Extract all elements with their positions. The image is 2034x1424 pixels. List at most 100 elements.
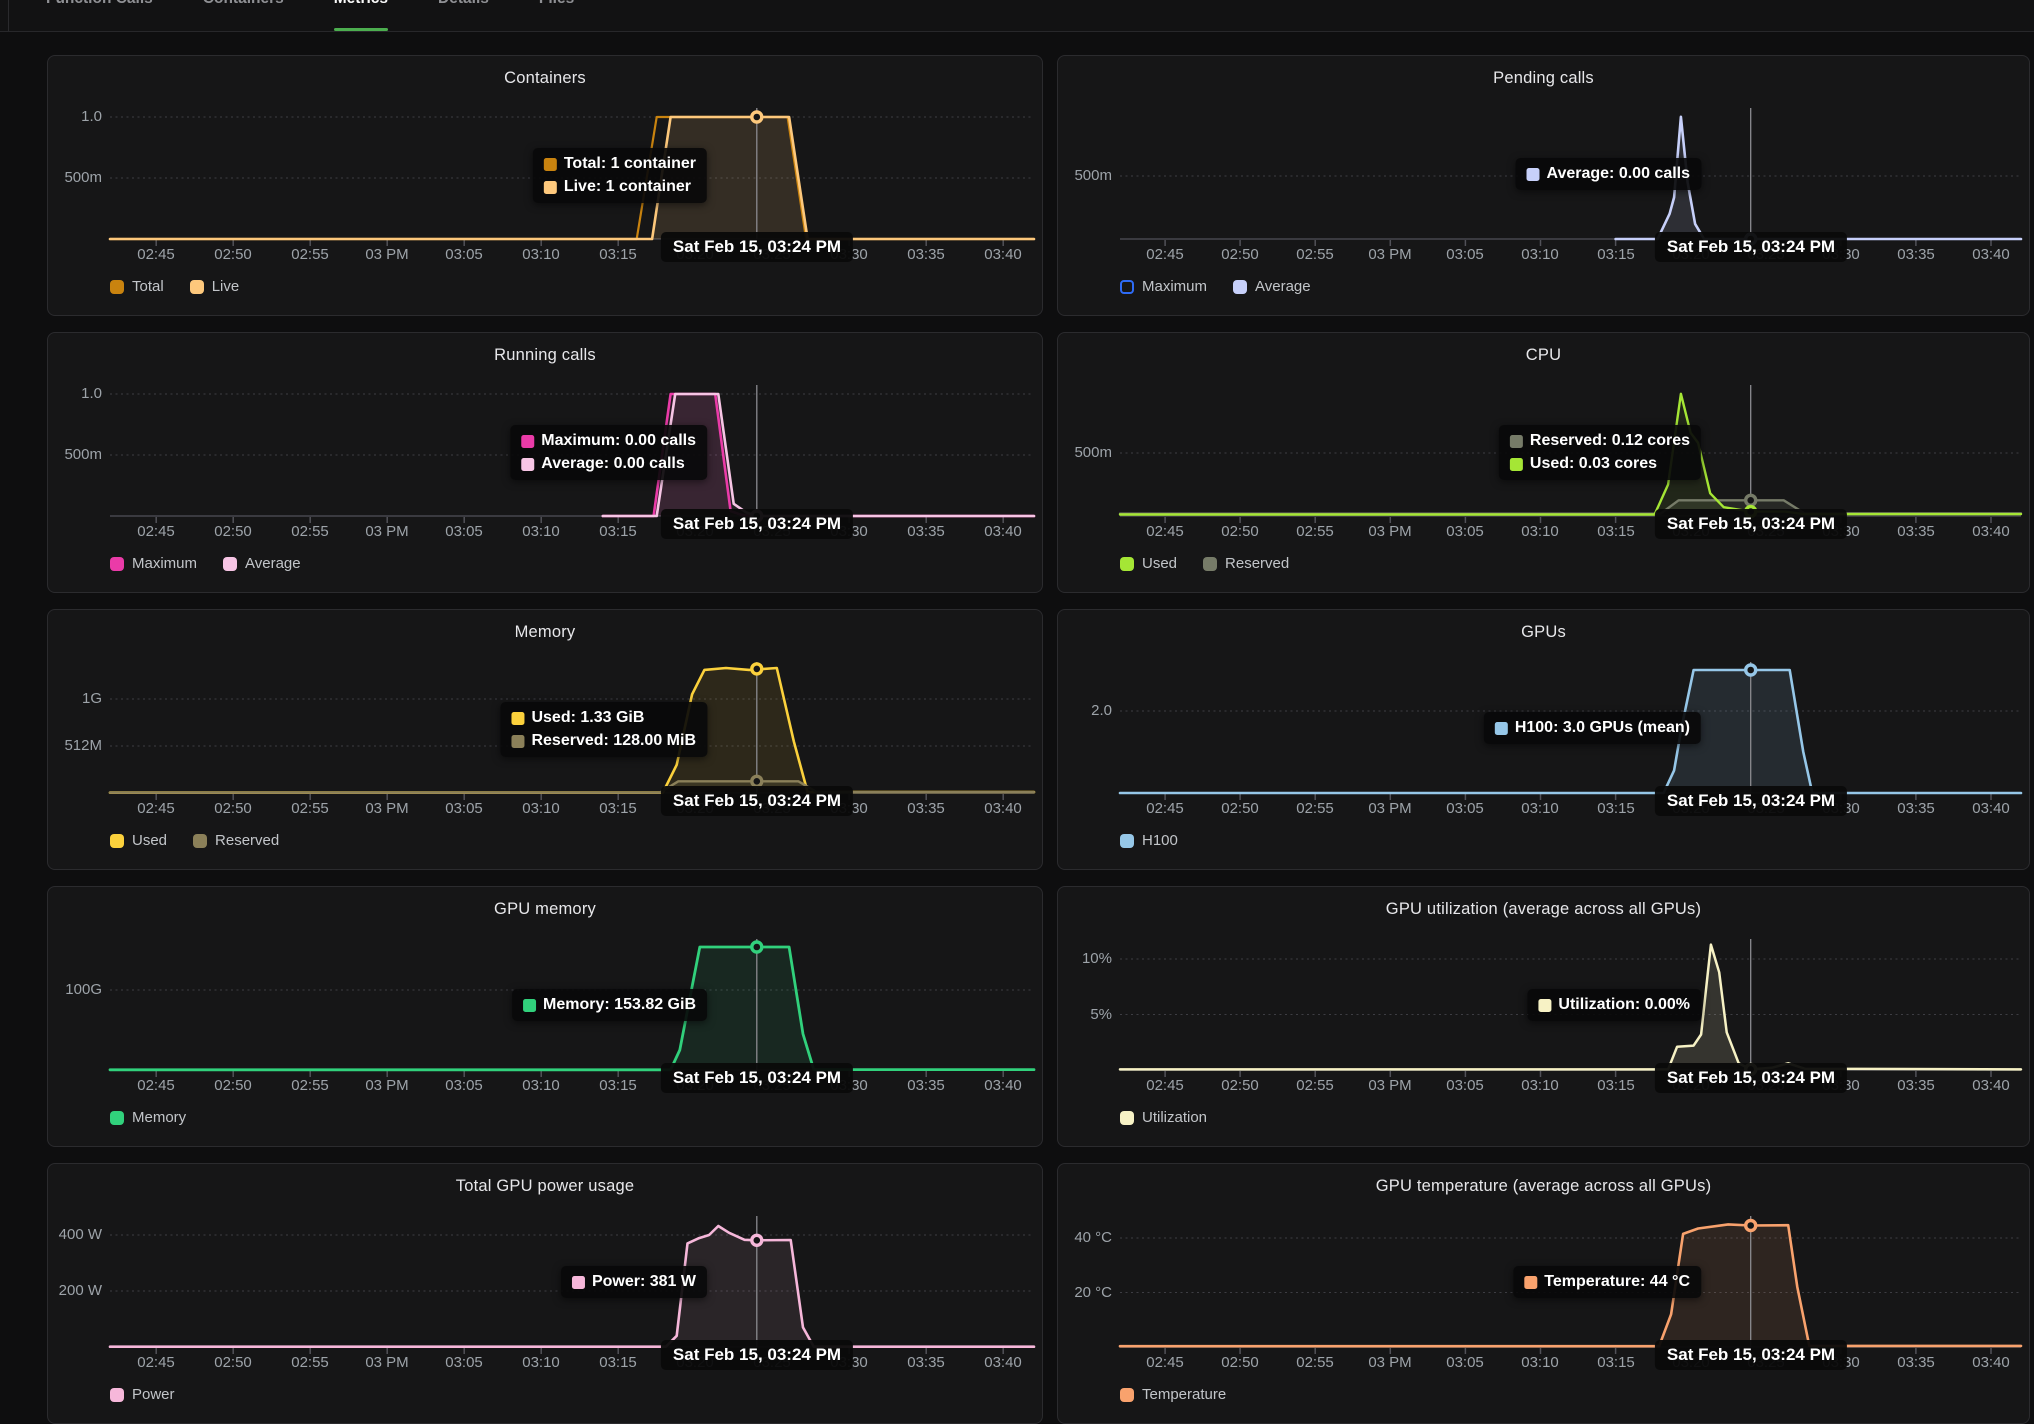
legend-item-reserved[interactable]: Reserved	[1203, 555, 1289, 572]
legend-label: Memory	[132, 1109, 187, 1126]
legend-swatch	[1120, 556, 1134, 571]
tab-containers[interactable]: Containers	[203, 0, 284, 31]
x-axis-label: 02:50	[1221, 1077, 1259, 1094]
x-axis-label: 03 PM	[1368, 1077, 1412, 1094]
x-axis-label: 03:15	[1597, 1354, 1635, 1371]
value-tooltip: Reserved: 0.12 cores Used: 0.03 cores	[1498, 425, 1701, 480]
value-tooltip: Temperature: 44 °C	[1513, 1266, 1701, 1298]
chart-card-running-calls: Running calls 1.0 500m 02:45 02:50 02:55 03 PM…	[47, 332, 1043, 593]
x-axis-label: 03:40	[984, 800, 1022, 817]
tooltip-swatch	[1524, 1275, 1538, 1289]
y-axis-label: 2.0	[1091, 702, 1112, 719]
x-axis-label: 03:15	[1597, 246, 1635, 263]
value-tooltip: H100: 3.0 GPUs (mean)	[1483, 712, 1701, 744]
tab-files[interactable]: Files	[539, 0, 574, 31]
legend-item-memory[interactable]: Memory	[110, 1109, 186, 1126]
metrics-grid: Containers 1.0 500m 02:45 02:50 02:55 03 PM 03:…	[47, 55, 2030, 1424]
tooltip-swatch	[571, 1275, 585, 1289]
chart-card-cpu: CPU 500m 02:45 02:50 02:55 03 PM 03:05 03:10 03:…	[1057, 332, 2030, 593]
legend-item-temperature[interactable]: Temperature	[1120, 1386, 1226, 1403]
hover-marker	[750, 1233, 764, 1248]
x-axis-label: 03:35	[907, 1077, 945, 1094]
tooltip-swatch	[1509, 434, 1523, 448]
time-tooltip: Sat Feb 15, 03:24 PM	[1654, 1340, 1848, 1370]
legend-item-power[interactable]: Power	[110, 1386, 175, 1403]
legend-swatch	[193, 833, 208, 848]
chart-card-gpu-power: Total GPU power usage 400 W 200 W 02:45 02:5…	[47, 1163, 1043, 1424]
chart-canvas[interactable]	[48, 333, 1042, 592]
value-tooltip: Total: 1 container Live: 1 container	[532, 148, 707, 203]
chart-canvas[interactable]	[1058, 1164, 2029, 1423]
series-line-used	[108, 666, 1036, 794]
legend-item-total[interactable]: Total	[110, 278, 164, 295]
legend-item-live[interactable]: Live	[189, 278, 239, 295]
x-axis-label: 03:05	[1446, 523, 1484, 540]
legend-swatch	[1203, 556, 1218, 571]
x-axis-label: 03 PM	[365, 1354, 409, 1371]
legend-label: H100	[1142, 832, 1178, 849]
x-axis-label: 02:45	[1146, 246, 1184, 263]
x-axis-label: 03:05	[445, 246, 483, 263]
legend-item-average[interactable]: Average	[1233, 278, 1311, 295]
x-axis-label: 02:45	[137, 800, 175, 817]
x-axis-label: 02:45	[137, 1077, 175, 1094]
x-axis-label: 03:15	[599, 523, 637, 540]
tooltip-value: H100: 3.0 GPUs (mean)	[1514, 719, 1690, 736]
legend-item-maximum[interactable]: Maximum	[1120, 278, 1207, 295]
time-tooltip: Sat Feb 15, 03:24 PM	[1654, 786, 1848, 816]
x-axis-label: 03:40	[1972, 1077, 2010, 1094]
time-tooltip: Sat Feb 15, 03:24 PM	[1654, 509, 1848, 539]
tab-details[interactable]: Details	[438, 0, 489, 31]
tooltip-value: Power: 381 W	[591, 1273, 696, 1290]
x-axis-label: 03:05	[445, 800, 483, 817]
chart-title: GPU utilization (average across all GPUs…	[1385, 900, 1702, 918]
chart-card-pending-calls: Pending calls 500m 02:45 02:50 02:55 03 PM 03:…	[1057, 55, 2030, 316]
x-axis-label: 03:40	[984, 523, 1022, 540]
y-axis-label: 1G	[81, 690, 102, 707]
legend-item-average[interactable]: Average	[223, 555, 301, 572]
tooltip-swatch	[523, 998, 537, 1012]
legend-swatch	[110, 1387, 124, 1402]
tab-metrics[interactable]: Metrics	[333, 0, 389, 31]
chart-canvas[interactable]	[1058, 610, 2029, 869]
value-tooltip: Memory: 153.82 GiB	[512, 989, 707, 1021]
tab-label: Function Calls	[46, 0, 153, 10]
pane-divider	[8, 0, 9, 31]
legend-label: Maximum	[132, 555, 198, 572]
chart-legend: Utilization	[1120, 1109, 1207, 1126]
legend-item-used[interactable]: Used	[1120, 555, 1177, 572]
value-tooltip-row: Reserved: 0.12 cores	[1509, 432, 1690, 450]
legend-label: Average	[1255, 278, 1311, 295]
x-axis-label: 03 PM	[1368, 246, 1412, 263]
hover-marker	[750, 110, 764, 124]
x-axis-label: 03:15	[1597, 523, 1635, 540]
x-axis-label: 02:55	[291, 523, 329, 540]
tab-function-calls[interactable]: Function Calls	[46, 0, 153, 31]
x-axis-label: 02:45	[137, 1354, 175, 1371]
legend-item-maximum[interactable]: Maximum	[110, 555, 197, 572]
legend-item-used[interactable]: Used	[110, 832, 167, 849]
x-axis-label: 03:05	[1446, 1354, 1484, 1371]
legend-item-reserved[interactable]: Reserved	[193, 832, 279, 849]
legend-label: Used	[132, 832, 168, 849]
x-axis-label: 02:45	[137, 523, 175, 540]
hover-marker	[750, 662, 764, 676]
legend-item-h100[interactable]: H100	[1120, 832, 1178, 849]
chart-title: CPU	[1525, 346, 1562, 364]
y-axis-label: 20 °C	[1074, 1284, 1112, 1301]
legend-label: Maximum	[1142, 278, 1208, 295]
chart-canvas[interactable]	[48, 1164, 1042, 1423]
tooltip-swatch	[521, 457, 535, 471]
x-axis-label: 03:35	[907, 246, 945, 263]
y-axis-label: 40 °C	[1074, 1229, 1112, 1246]
legend-label: Reserved	[215, 832, 280, 849]
tooltip-value: Temperature: 44 °C	[1544, 1273, 1690, 1290]
legend-item-utilization[interactable]: Utilization	[1120, 1109, 1207, 1126]
chart-card-gpus: GPUs 2.0 02:45 02:50 02:55 03 PM 03:05 03:10 03:…	[1057, 609, 2030, 870]
x-axis-label: 02:50	[214, 523, 252, 540]
x-axis-label: 03:10	[1521, 523, 1559, 540]
x-axis-label: 03:40	[1972, 246, 2010, 263]
legend-swatch	[223, 556, 238, 571]
tooltip-value: Utilization: 0.00%	[1558, 996, 1690, 1013]
x-axis-label: 03:05	[445, 1077, 483, 1094]
